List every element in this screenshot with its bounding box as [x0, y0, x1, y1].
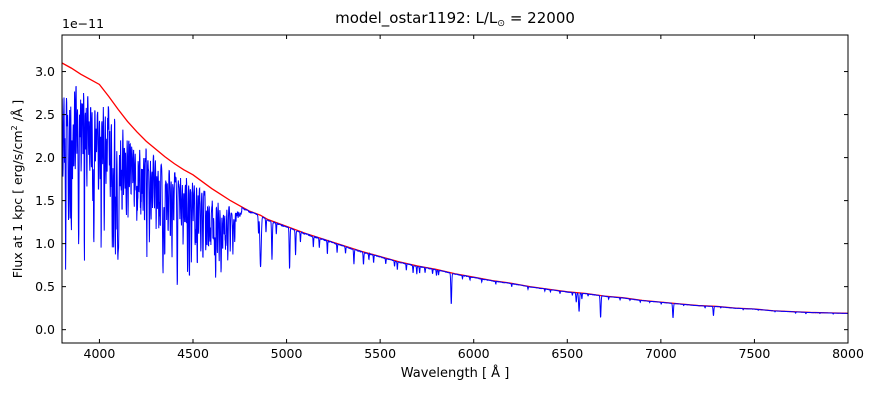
x-tick-label: 6500 [551, 346, 583, 361]
chart-title-text: model_ostar1192: L/L [335, 9, 498, 27]
chart-title-value: = 22000 [505, 9, 575, 27]
x-tick-label: 5500 [364, 346, 396, 361]
x-tick-label: 8000 [832, 346, 864, 361]
x-axis-label: Wavelength [ Å ] [400, 366, 510, 381]
y-tick-label: 2.5 [35, 107, 55, 122]
y-tick-label: 1.5 [35, 193, 55, 208]
y-axis-offset-label: 1e−11 [62, 16, 105, 31]
x-tick-label: 5000 [271, 346, 303, 361]
y-tick-label: 2.0 [35, 150, 55, 165]
chart-title: model_ostar1192: L/L⊙ = 22000 [62, 9, 848, 30]
x-tick-label: 4500 [177, 346, 209, 361]
axes-frame [61, 34, 849, 344]
x-tick-label: 7000 [645, 346, 677, 361]
y-tick-label: 1.0 [35, 236, 55, 251]
x-tick-label: 7500 [739, 346, 771, 361]
y-tick-label: 3.0 [35, 64, 55, 79]
y-tick-label: 0.5 [35, 279, 55, 294]
x-tick-label: 4000 [84, 346, 116, 361]
spectrum-line [62, 86, 848, 319]
sun-symbol: ⊙ [497, 18, 506, 30]
y-tick-label: 0.0 [35, 322, 55, 337]
x-tick-label: 6000 [458, 346, 490, 361]
